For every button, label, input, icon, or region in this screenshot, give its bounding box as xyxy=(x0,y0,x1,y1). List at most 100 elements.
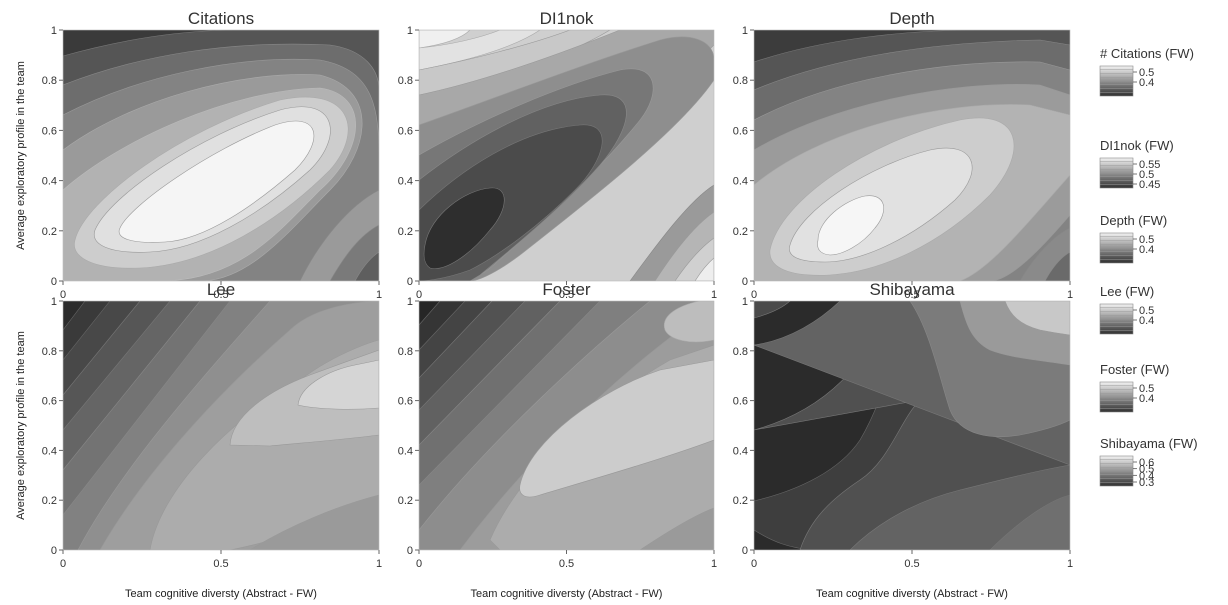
contour-fill-shibayama xyxy=(754,301,1070,550)
legend-tick-label: 0.6 xyxy=(1139,457,1154,469)
y-tick-label: 0.6 xyxy=(398,125,413,137)
contour-fill-citations xyxy=(63,30,379,281)
x-axis-label: Team cognitive diversty (Abstract - FW) xyxy=(125,588,317,600)
y-tick-label: 1 xyxy=(742,296,748,308)
legend-title-foster: Foster (FW) xyxy=(1100,362,1169,377)
y-tick-label: 0.8 xyxy=(398,346,413,358)
panel-lee xyxy=(62,300,380,551)
legend-title-lee: Lee (FW) xyxy=(1100,284,1154,299)
x-tick-label: 0.5 xyxy=(904,289,919,301)
x-tick-label: 0 xyxy=(751,558,757,570)
panel-di1nok xyxy=(418,29,715,282)
y-tick-label: 0.8 xyxy=(42,75,57,87)
y-tick-label: 0.4 xyxy=(398,176,413,188)
x-tick-label: 0.5 xyxy=(904,558,919,570)
y-tick-label: 0 xyxy=(742,276,748,288)
y-tick-label: 0 xyxy=(407,276,413,288)
x-axis-label: Team cognitive diversty (Abstract - FW) xyxy=(471,588,663,600)
y-tick-label: 0.2 xyxy=(733,495,748,507)
legend-tick-label: 0.5 xyxy=(1139,305,1154,317)
legend-tick-label: 0.3 xyxy=(1139,477,1154,489)
x-tick-label: 0 xyxy=(60,289,66,301)
y-tick-label: 0.8 xyxy=(42,346,57,358)
legend-tick-label: 0.5 xyxy=(1139,169,1154,181)
x-tick-label: 0 xyxy=(416,558,422,570)
x-tick-label: 0 xyxy=(60,558,66,570)
x-tick-label: 1 xyxy=(376,558,382,570)
y-tick-label: 0 xyxy=(51,276,57,288)
y-tick-label: 0.4 xyxy=(733,445,748,457)
panel-title-lee: Lee xyxy=(207,280,235,299)
y-tick-label: 0.2 xyxy=(42,226,57,238)
y-tick-label: 0.4 xyxy=(42,176,57,188)
x-axis-label: Team cognitive diversty (Abstract - FW) xyxy=(816,588,1008,600)
x-tick-label: 0.5 xyxy=(559,289,574,301)
legend-tick-label: 0.4 xyxy=(1139,315,1154,327)
legend-tick-label: 0.45 xyxy=(1139,179,1160,191)
legend-title-di1nok: DI1nok (FW) xyxy=(1100,138,1174,153)
legend-tick-label: 0.5 xyxy=(1139,234,1154,246)
x-tick-label: 1 xyxy=(1067,289,1073,301)
y-tick-label: 0 xyxy=(51,545,57,557)
x-tick-label: 0.5 xyxy=(213,289,228,301)
y-tick-label: 0.4 xyxy=(42,445,57,457)
x-tick-label: 0 xyxy=(416,289,422,301)
y-tick-label: 0.8 xyxy=(733,346,748,358)
y-tick-label: 0.6 xyxy=(398,396,413,408)
legend-tick-label: 0.4 xyxy=(1139,470,1154,482)
x-tick-label: 1 xyxy=(376,289,382,301)
panel-shibayama xyxy=(753,300,1071,551)
x-tick-label: 0 xyxy=(751,289,757,301)
y-axis-label: Average exploratory profile in the team xyxy=(15,61,27,250)
x-tick-label: 1 xyxy=(711,289,717,301)
legend-tick-label: 0.4 xyxy=(1139,244,1154,256)
y-tick-label: 0.4 xyxy=(733,176,748,188)
y-tick-label: 0.6 xyxy=(733,125,748,137)
legend-tick-label: 0.5 xyxy=(1139,67,1154,79)
panel-title-foster: Foster xyxy=(542,280,591,299)
legend-tick-label: 0.4 xyxy=(1139,393,1154,405)
panel-depth xyxy=(753,29,1071,282)
y-axis-label: Average exploratory profile in the team xyxy=(15,331,27,520)
legend-title-shibayama: Shibayama (FW) xyxy=(1100,436,1198,451)
y-tick-label: 0 xyxy=(407,545,413,557)
legend-tick-label: 0.5 xyxy=(1139,464,1154,476)
legend-tick-label: 0.5 xyxy=(1139,383,1154,395)
contour-fill-lee xyxy=(63,301,379,550)
panel-foster xyxy=(418,300,715,551)
x-tick-label: 1 xyxy=(711,558,717,570)
contour-fill-di1nok xyxy=(419,30,714,281)
x-tick-label: 0.5 xyxy=(213,558,228,570)
y-tick-label: 0.6 xyxy=(733,396,748,408)
contour-fill-depth xyxy=(754,30,1070,281)
panel-title-citations: Citations xyxy=(188,9,254,28)
panel-title-di1nok: DI1nok xyxy=(540,9,594,28)
y-tick-label: 0.6 xyxy=(42,396,57,408)
panel-title-shibayama: Shibayama xyxy=(869,280,955,299)
panel-citations xyxy=(62,29,380,282)
x-tick-label: 1 xyxy=(1067,558,1073,570)
y-tick-label: 1 xyxy=(51,296,57,308)
y-tick-label: 0.2 xyxy=(398,495,413,507)
y-tick-label: 1 xyxy=(407,25,413,37)
contour-fill-foster xyxy=(419,301,714,550)
y-tick-label: 0.8 xyxy=(398,75,413,87)
y-tick-label: 0.2 xyxy=(398,226,413,238)
y-tick-label: 0.2 xyxy=(733,226,748,238)
legend-tick-label: 0.4 xyxy=(1139,77,1154,89)
y-tick-label: 0.4 xyxy=(398,445,413,457)
y-tick-label: 1 xyxy=(742,25,748,37)
y-tick-label: 1 xyxy=(51,25,57,37)
y-tick-label: 0.6 xyxy=(42,125,57,137)
panel-title-depth: Depth xyxy=(889,9,934,28)
legend-tick-label: 0.55 xyxy=(1139,159,1160,171)
y-tick-label: 1 xyxy=(407,296,413,308)
y-tick-label: 0 xyxy=(742,545,748,557)
y-tick-label: 0.2 xyxy=(42,495,57,507)
x-tick-label: 0.5 xyxy=(559,558,574,570)
legend-title-depth: Depth (FW) xyxy=(1100,213,1167,228)
y-tick-label: 0.8 xyxy=(733,75,748,87)
legend-title-citations: # Citations (FW) xyxy=(1100,46,1194,61)
